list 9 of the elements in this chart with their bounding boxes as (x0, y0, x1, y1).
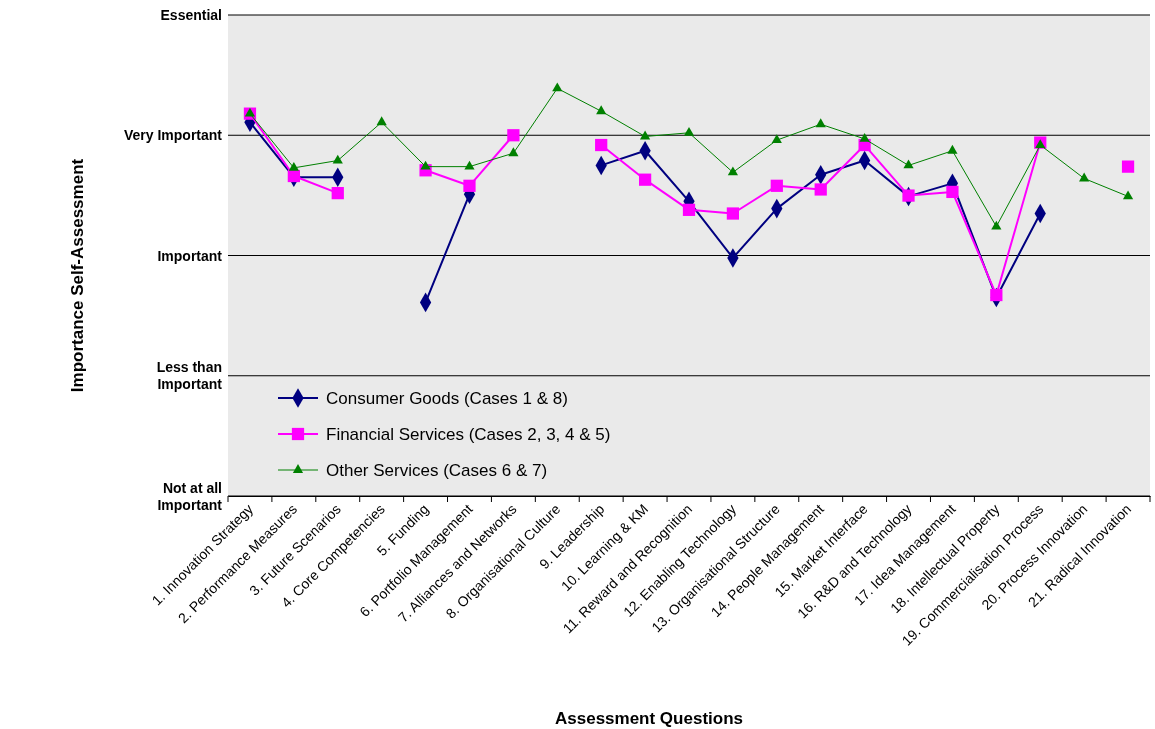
legend-label: Other Services (Cases 6 & 7) (326, 461, 548, 480)
y-axis-title: Importance Self-Assessment (68, 158, 87, 393)
ref-line-label: Less than Important (156, 359, 223, 393)
legend-label: Consumer Goods (Cases 1 & 8) (326, 389, 568, 408)
ref-line-label: Essential (160, 7, 222, 23)
ref-line-label: Very Important (123, 127, 223, 144)
ref-line-label: Important (157, 247, 223, 264)
legend-label: Financial Services (Cases 2, 3, 4 & 5) (326, 425, 611, 444)
x-axis-title: Assessment Questions (554, 709, 744, 728)
